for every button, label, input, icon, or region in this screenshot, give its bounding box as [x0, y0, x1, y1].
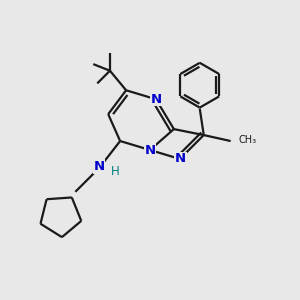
Text: N: N: [94, 160, 105, 173]
Text: N: N: [151, 93, 162, 106]
Text: N: N: [175, 152, 186, 166]
Text: CH₃: CH₃: [239, 135, 257, 146]
Text: N: N: [144, 143, 156, 157]
Text: H: H: [110, 165, 119, 178]
